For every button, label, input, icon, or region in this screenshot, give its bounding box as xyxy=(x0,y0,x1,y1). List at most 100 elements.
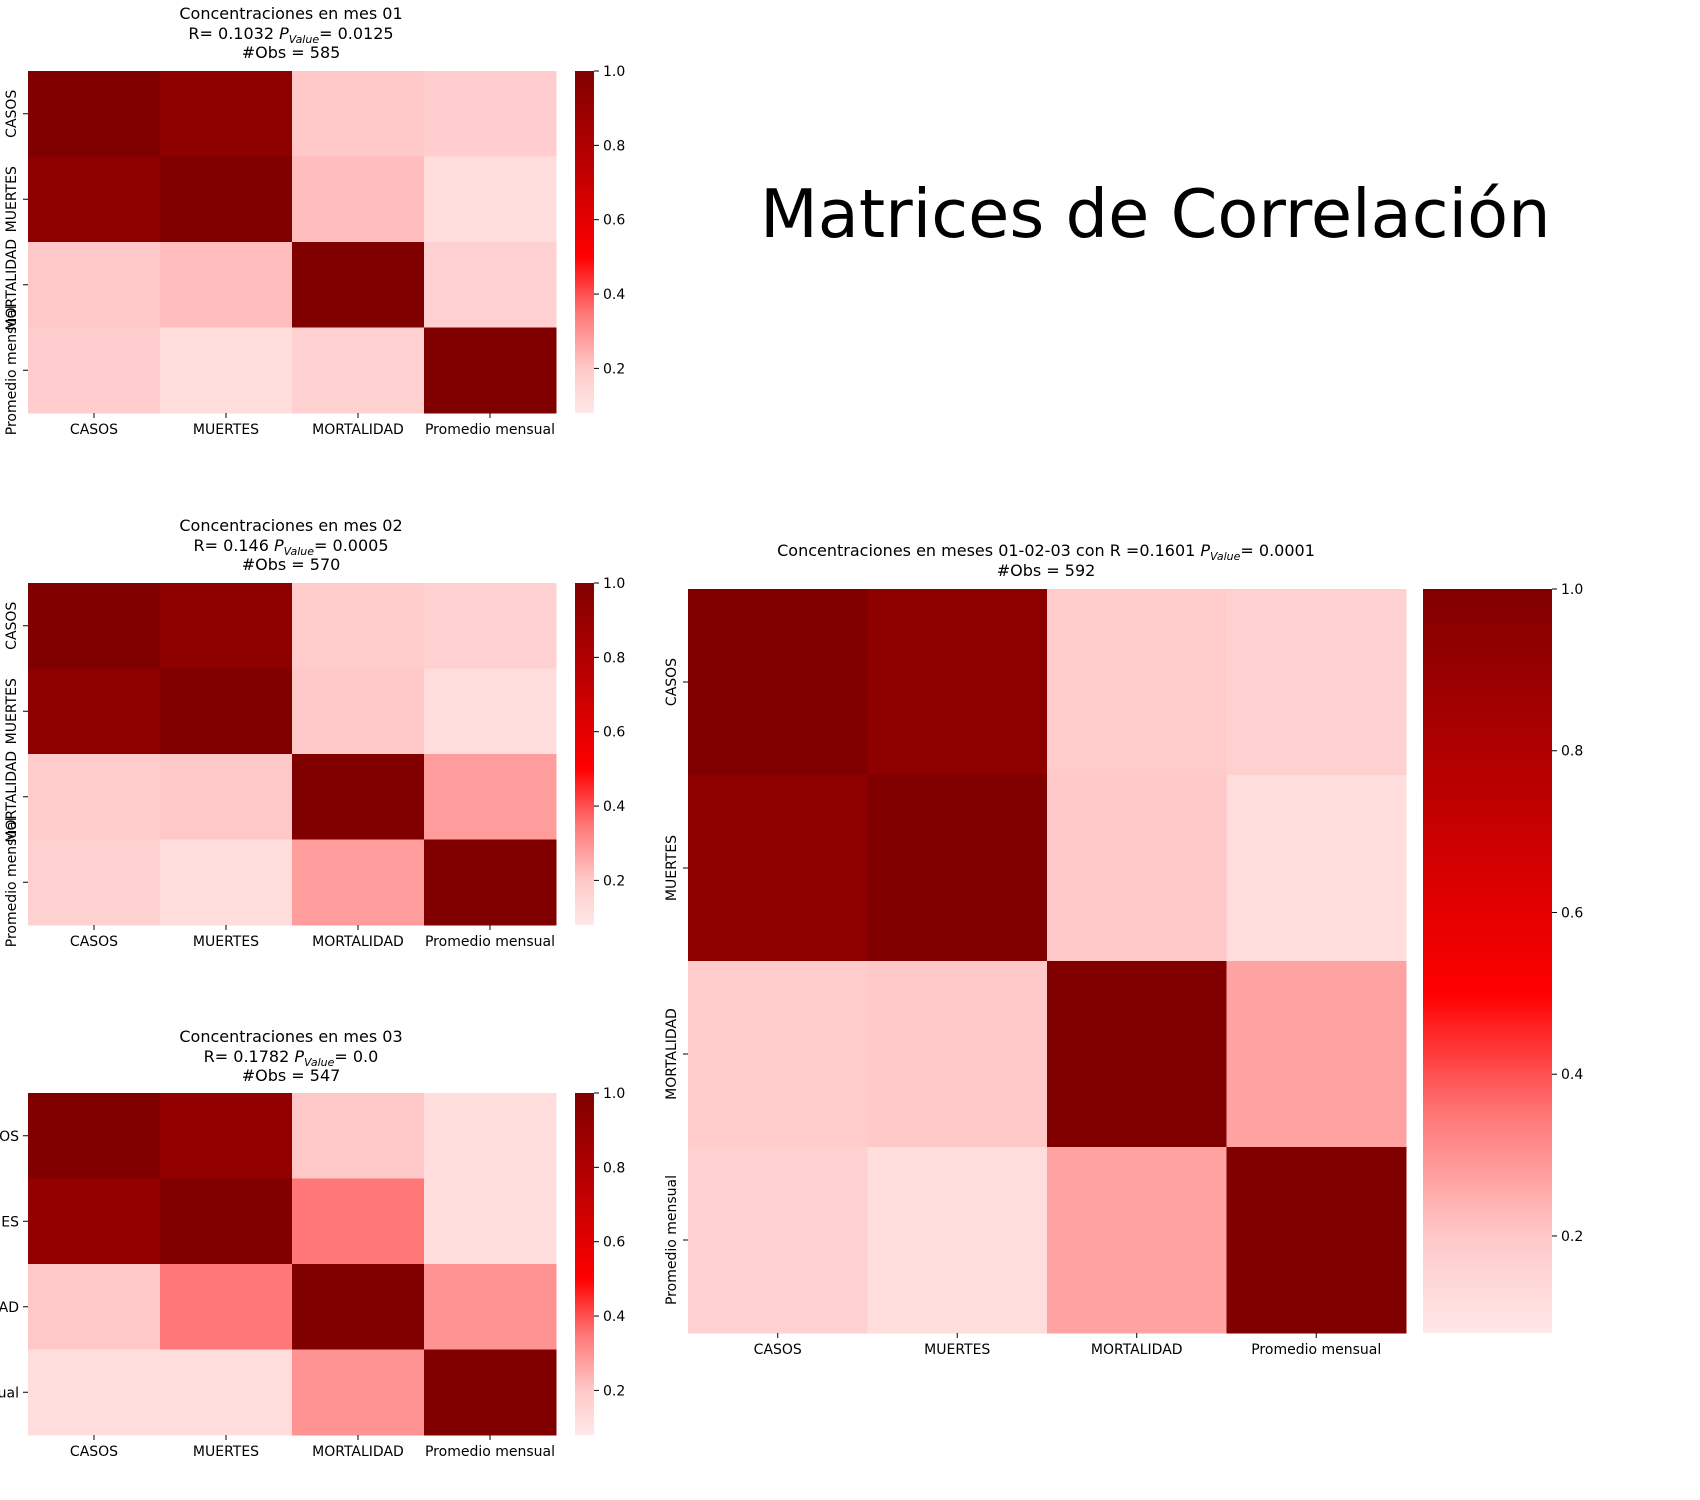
x-tick-label: CASOS xyxy=(70,934,118,950)
heatmap-cell xyxy=(1226,589,1407,776)
heatmap-cell xyxy=(160,327,293,414)
colorbar-tick-label: 0.6 xyxy=(603,1235,625,1251)
colorbar-tick-label: 1.0 xyxy=(1561,582,1583,598)
heatmap-cell xyxy=(28,1093,161,1179)
title-prefix: Concentraciones en meses 01-02-03 con R … xyxy=(777,541,1200,560)
heatmap-cell xyxy=(292,156,425,243)
p-subscript: Value xyxy=(1210,550,1241,563)
heatmap-cell xyxy=(424,1349,557,1436)
p-symbol: P xyxy=(294,1047,304,1066)
colorbar-tick-label: 1.0 xyxy=(603,64,625,80)
heatmap-cell xyxy=(1047,961,1227,1148)
y-tick-label: MORTALIDAD xyxy=(4,239,20,331)
colorbar-tick-label: 0.6 xyxy=(1561,905,1583,921)
heatmap-cell xyxy=(160,242,293,328)
x-tick-label: CASOS xyxy=(70,1444,118,1460)
colorbar-tick-label: 0.2 xyxy=(603,1383,625,1399)
y-tick-label: MUERTES xyxy=(4,166,20,232)
heatmap-cell xyxy=(292,1093,425,1179)
heatmap-cell xyxy=(28,327,161,414)
y-tick-label: MORTALIDAD xyxy=(4,751,20,843)
heatmap-cell xyxy=(867,589,1048,776)
heatmap-cell xyxy=(160,754,293,840)
obs-count: #Obs = 592 xyxy=(997,561,1096,580)
chart-title: Concentraciones en mes 03 xyxy=(179,1027,402,1046)
colorbar-tick-label: 0.2 xyxy=(603,361,625,377)
chart-stats: R= 0.146 PValue= 0.0005 xyxy=(194,536,389,558)
x-tick-label: MORTALIDAD xyxy=(1091,1342,1183,1358)
heatmap-cell xyxy=(28,242,161,328)
heatmap-cell xyxy=(424,668,557,755)
p-value: = 0.0 xyxy=(334,1047,378,1066)
heatmap-cell xyxy=(28,1349,161,1436)
heatmap-cell xyxy=(867,1147,1048,1334)
x-tick-label: MORTALIDAD xyxy=(312,422,404,438)
y-tick-label: CASOS xyxy=(664,658,680,706)
x-tick-label: MORTALIDAD xyxy=(312,1444,404,1460)
p-symbol: P xyxy=(279,24,289,43)
heatmap-cell xyxy=(292,583,425,669)
heatmap-cell xyxy=(28,71,161,157)
heatmap-cell xyxy=(688,775,868,962)
heatmap-cell xyxy=(424,156,557,243)
heatmap-cell xyxy=(292,242,425,328)
colorbar-tick-label: 0.8 xyxy=(603,1160,625,1176)
chart-title: Concentraciones en mes 01 xyxy=(179,4,402,23)
page-title: Matrices de Correlación xyxy=(760,175,1551,253)
p-subscript: Value xyxy=(304,1056,335,1069)
heatmap-cell xyxy=(160,839,293,926)
colorbar-tick-label: 1.0 xyxy=(603,1086,625,1102)
heatmap-cell xyxy=(160,1349,293,1436)
heatmap-cell xyxy=(160,1264,293,1350)
x-tick-label: CASOS xyxy=(754,1342,802,1358)
heatmap-cell xyxy=(160,1178,293,1265)
colorbar xyxy=(575,1093,594,1435)
heatmap-cell xyxy=(28,839,161,926)
heatmap-cell xyxy=(867,775,1048,962)
p-symbol: P xyxy=(274,536,284,555)
p-subscript: Value xyxy=(284,545,315,558)
heatmap-cell xyxy=(688,961,868,1148)
y-tick-label: ES xyxy=(1,1214,19,1230)
y-tick-label: OS xyxy=(0,1129,19,1145)
heatmap-cell xyxy=(292,1178,425,1265)
heatmap-cell xyxy=(292,668,425,755)
chart-stats: R= 0.1032 PValue= 0.0125 xyxy=(188,24,393,46)
colorbar-tick-label: 0.6 xyxy=(603,213,625,229)
colorbar-tick-label: 0.4 xyxy=(603,287,625,303)
obs-count: #Obs = 547 xyxy=(242,1066,341,1085)
colorbar-tick-label: 0.8 xyxy=(1561,744,1583,760)
chart-title: Concentraciones en mes 02 xyxy=(179,516,402,535)
heatmap-cell xyxy=(292,754,425,840)
heatmap-cell xyxy=(28,668,161,755)
x-tick-label: MORTALIDAD xyxy=(312,934,404,950)
x-tick-label: MUERTES xyxy=(193,934,259,950)
colorbar-tick-label: 0.8 xyxy=(603,138,625,154)
heatmap-cell xyxy=(424,583,557,669)
chart-stats: R= 0.1782 PValue= 0.0 xyxy=(204,1047,379,1069)
heatmap-cell xyxy=(160,668,293,755)
heatmap-3: CASOS MUERTES MORTALIDAD Promedio mensual OS… xyxy=(0,1027,625,1460)
x-tick-label: CASOS xyxy=(70,422,118,438)
x-tick-label: Promedio mensual xyxy=(1251,1342,1381,1358)
y-tick-label: CASOS xyxy=(4,602,20,650)
obs-count: #Obs = 585 xyxy=(242,43,341,62)
colorbar xyxy=(575,71,594,413)
heatmap-cell xyxy=(292,1349,425,1436)
heatmap-cell xyxy=(292,71,425,157)
heatmap-cell xyxy=(28,754,161,840)
colorbar-tick-label: 0.2 xyxy=(1561,1229,1583,1245)
y-tick-label: MUERTES xyxy=(664,835,680,901)
x-tick-label: Promedio mensual xyxy=(425,1444,555,1460)
colorbar-tick-label: 0.6 xyxy=(603,725,625,741)
heatmap-cell xyxy=(292,839,425,926)
heatmap-2: CASOS MUERTES MORTALIDAD Promedio mensualCA… xyxy=(4,516,625,950)
colorbar-tick-label: 0.4 xyxy=(603,799,625,815)
colorbar-tick-label: 0.2 xyxy=(603,873,625,889)
colorbar-tick-label: 0.4 xyxy=(603,1309,625,1325)
heatmap-cell xyxy=(867,961,1048,1148)
p-subscript: Value xyxy=(289,33,320,46)
p-symbol: P xyxy=(1200,541,1210,560)
heatmap-cell xyxy=(424,754,557,840)
